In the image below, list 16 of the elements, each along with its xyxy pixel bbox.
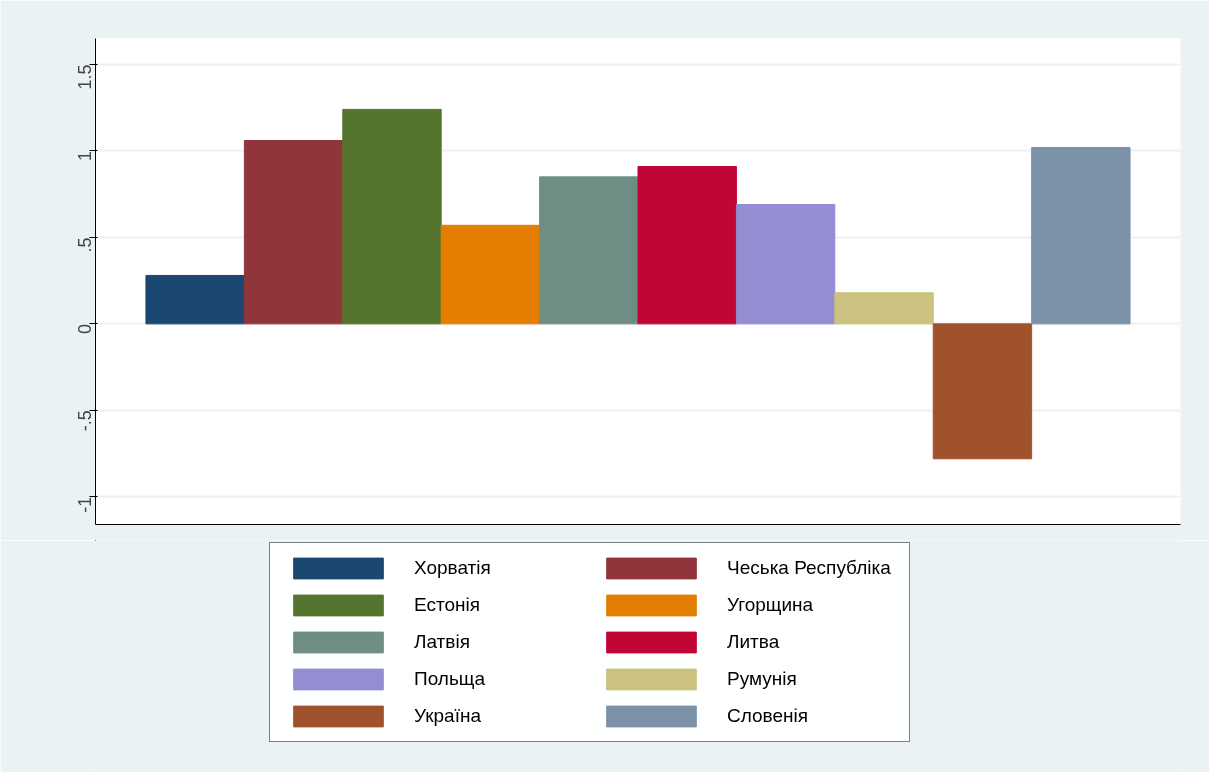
y-tick-label: 1 (75, 150, 95, 161)
y-tick-label: .5 (75, 237, 95, 253)
legend-label: Україна (414, 705, 482, 727)
legend-label: Польща (414, 668, 486, 690)
legend-label: Румунія (727, 668, 798, 690)
legend-label: Хорватія (414, 557, 492, 579)
legend-label: Естонія (414, 594, 482, 616)
legend-label: Угорщина (727, 594, 815, 616)
y-tick-label: 0 (75, 323, 95, 334)
y-tick-label: -1 (75, 496, 95, 513)
y-tick-label: 1.5 (75, 64, 95, 90)
y-tick-label: -.5 (75, 410, 95, 432)
legend-label: Словенія (727, 705, 810, 727)
legend-label: Латвія (414, 631, 471, 653)
legend-label: Литва (727, 631, 781, 653)
legend-label: Чеська Республіка (727, 557, 892, 579)
